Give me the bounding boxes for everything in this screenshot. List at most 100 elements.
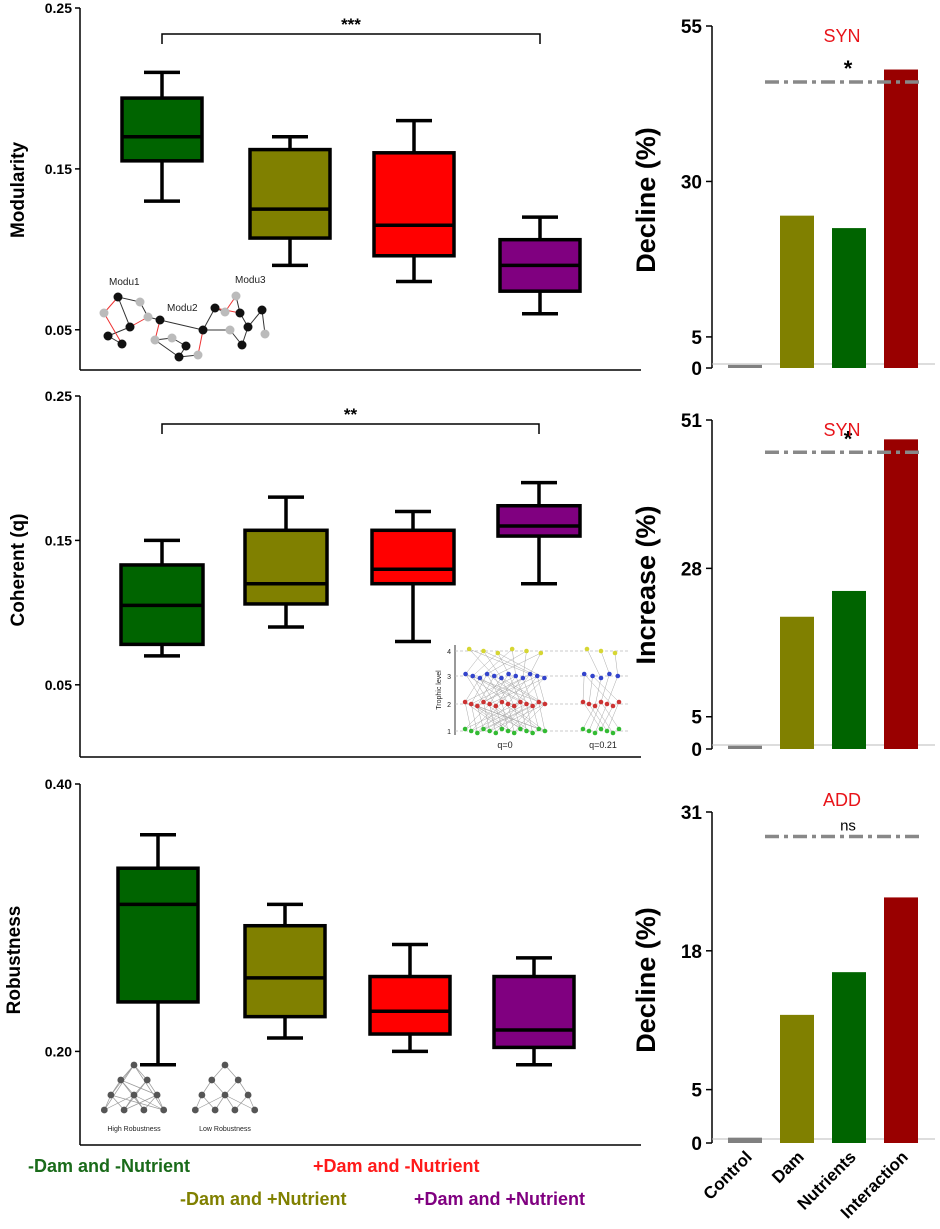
robustness-node: [153, 1091, 161, 1099]
trophic-edge: [469, 648, 531, 675]
trophic-edge: [600, 705, 614, 730]
network-edge: [159, 319, 204, 331]
trophic-edge: [489, 703, 497, 734]
trophic-node: [462, 726, 468, 732]
network-edge: [103, 312, 123, 345]
trophic-node: [604, 728, 610, 734]
inset-y-label: Trophic level: [436, 670, 443, 710]
trophic-node: [527, 671, 533, 677]
trophic-edge: [464, 677, 481, 703]
robustness-edge: [133, 1094, 164, 1111]
inset-label: High Robustness: [107, 1126, 161, 1133]
high-robustness-network: [100, 1061, 168, 1114]
trophic-edge: [594, 705, 614, 734]
trophic-edge: [501, 703, 527, 730]
trophic-edge: [486, 650, 527, 675]
box-2: [243, 495, 329, 629]
trophic-edge: [465, 650, 484, 675]
box-body: [248, 147, 332, 240]
trophic-node: [475, 703, 480, 709]
trophic-edge: [529, 652, 542, 675]
trophic-node: [462, 699, 468, 705]
trophic-node: [586, 728, 592, 734]
trophic-node: [536, 699, 542, 705]
robustness-node: [117, 1076, 125, 1084]
y-tick-label: 0: [691, 740, 702, 761]
trophic-edge: [588, 701, 602, 732]
y-tick-label: 5: [691, 1081, 702, 1102]
trophic-node: [598, 648, 604, 654]
y-tick-label: 30: [681, 172, 702, 193]
legend-item: -Dam and +Nutrient: [180, 1189, 347, 1209]
trophic-edge: [522, 677, 533, 707]
y-axis-label: Coherent (q): [8, 514, 29, 627]
y-tick-label: 0.15: [45, 161, 72, 177]
network-node: [113, 292, 123, 302]
trophic-level-tick: 3: [447, 674, 451, 681]
box-body: [370, 528, 456, 586]
trophic-edge: [494, 675, 509, 705]
box-2: [248, 134, 332, 268]
trophic-node: [487, 701, 492, 707]
significance-bracket: **: [161, 405, 540, 434]
trophic-node: [470, 673, 476, 679]
robustness-node: [198, 1091, 206, 1099]
robustness-node: [251, 1106, 259, 1114]
trophic-edge: [522, 650, 527, 679]
trophic-node: [592, 730, 598, 736]
trophic-node: [505, 701, 511, 707]
trophic-node: [616, 699, 622, 705]
trophic-node: [534, 673, 540, 679]
trophic-edge: [471, 677, 524, 705]
bar-interaction: [884, 69, 918, 368]
x-category-label: Dam: [768, 1147, 807, 1186]
network-node: [231, 291, 241, 301]
trophic-edge: [501, 677, 515, 707]
trophic-node: [524, 728, 529, 734]
legend-item: +Dam and +Nutrient: [414, 1189, 585, 1209]
trophic-node: [536, 726, 542, 732]
network-node: [174, 352, 184, 362]
trophic-node: [499, 726, 505, 732]
y-tick-label: 0.05: [45, 677, 72, 693]
trophic-node: [616, 726, 622, 732]
y-tick-label: 0.25: [45, 0, 72, 16]
significance-label: *: [844, 426, 853, 451]
y-tick-label: 0: [691, 359, 702, 380]
y-tick-label: 55: [681, 17, 703, 38]
y-axis-label: Increase (%): [631, 505, 661, 664]
trophic-edge: [511, 648, 516, 677]
bar-dam: [780, 616, 814, 749]
trophic-node: [580, 699, 586, 705]
box-1: [116, 833, 200, 1067]
bar-panel-0: 0 5 30 55 Decline (%) * SYN: [631, 17, 935, 380]
bar-interaction: [884, 439, 918, 749]
trophic-node: [538, 650, 544, 656]
network-node: [220, 307, 230, 317]
trophic-node: [604, 701, 610, 707]
trophic-level-tick: 1: [447, 729, 451, 736]
trophic-edge: [470, 673, 488, 705]
network-node: [198, 325, 208, 335]
robustness-edge: [110, 1094, 164, 1111]
trophic-node: [581, 671, 587, 677]
trophic-edge: [600, 673, 610, 703]
trophic-edge: [600, 650, 610, 675]
bar-interaction: [884, 897, 918, 1143]
trophic-edge: [465, 673, 484, 703]
y-tick-label: 0.20: [45, 1043, 72, 1059]
trophic-edge: [495, 701, 521, 734]
inset-coherence-network: 4 3 2 1 Trophic level q=0 q=0.21: [436, 645, 628, 750]
network-node: [103, 331, 113, 341]
y-tick-label: 31: [681, 803, 703, 824]
robustness-node: [130, 1061, 138, 1069]
trophic-edge: [489, 677, 545, 705]
network-edge: [154, 339, 180, 358]
box-body: [120, 96, 204, 163]
trophic-node: [506, 671, 511, 677]
box-3: [372, 118, 456, 284]
trophic-node: [484, 671, 490, 677]
robustness-node: [143, 1076, 151, 1084]
y-tick-label: 0.05: [45, 322, 72, 338]
